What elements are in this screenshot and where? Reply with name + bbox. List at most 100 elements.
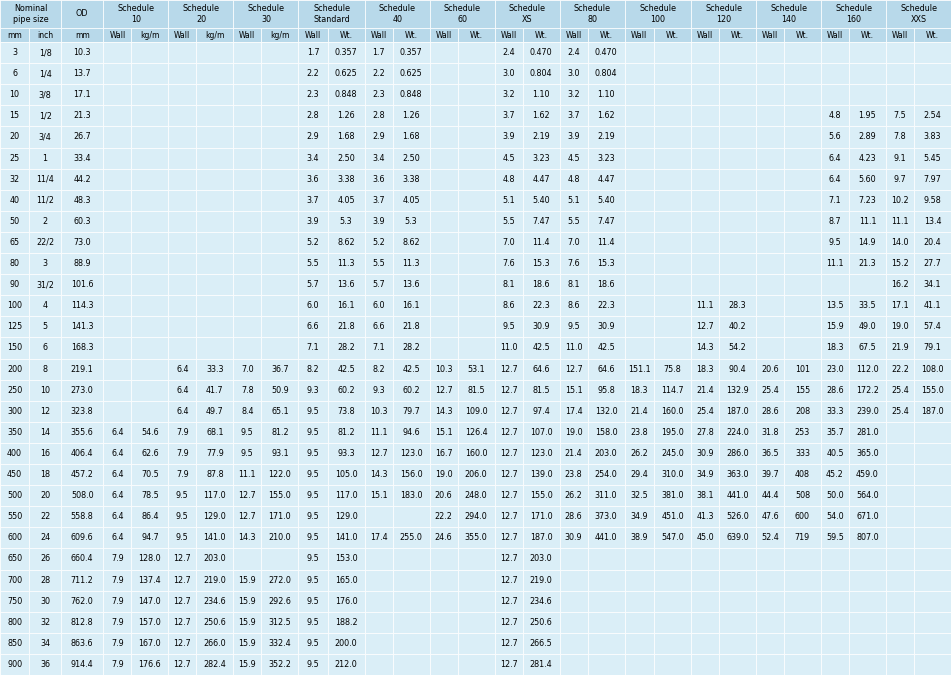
- Bar: [495, 401, 523, 422]
- Bar: [821, 338, 849, 358]
- Bar: [430, 548, 457, 570]
- Bar: [29, 654, 61, 675]
- Text: 15.9: 15.9: [239, 618, 256, 627]
- Text: 15.1: 15.1: [435, 428, 453, 437]
- Bar: [196, 211, 233, 232]
- Bar: [233, 0, 299, 28]
- Bar: [233, 274, 262, 295]
- Bar: [784, 485, 821, 506]
- Bar: [756, 28, 784, 42]
- Bar: [430, 42, 457, 63]
- Text: 11/2: 11/2: [36, 196, 54, 205]
- Text: 5.3: 5.3: [405, 217, 417, 226]
- Text: Wt.: Wt.: [340, 30, 353, 40]
- Bar: [61, 211, 104, 232]
- Bar: [654, 358, 691, 379]
- Bar: [457, 591, 495, 612]
- Text: 11.1: 11.1: [826, 259, 844, 268]
- Bar: [299, 211, 327, 232]
- Bar: [393, 295, 430, 317]
- Text: 22: 22: [40, 512, 50, 521]
- Text: Schedule
XXS: Schedule XXS: [900, 4, 937, 24]
- Bar: [262, 338, 299, 358]
- Bar: [299, 358, 327, 379]
- Bar: [0, 84, 29, 105]
- Bar: [104, 506, 131, 527]
- Bar: [495, 464, 523, 485]
- Bar: [784, 28, 821, 42]
- Bar: [495, 485, 523, 506]
- Bar: [784, 190, 821, 211]
- Text: 155.0: 155.0: [530, 491, 553, 500]
- Bar: [654, 401, 691, 422]
- Text: 12.7: 12.7: [500, 533, 517, 542]
- Bar: [560, 358, 588, 379]
- Text: 3.7: 3.7: [307, 196, 320, 205]
- Bar: [430, 654, 457, 675]
- Text: 8.7: 8.7: [828, 217, 842, 226]
- Text: 20.4: 20.4: [923, 238, 941, 247]
- Text: 863.6: 863.6: [71, 639, 93, 648]
- Bar: [430, 358, 457, 379]
- Text: 114.7: 114.7: [661, 385, 684, 395]
- Bar: [233, 169, 262, 190]
- Bar: [654, 211, 691, 232]
- Bar: [849, 84, 886, 105]
- Text: 50.0: 50.0: [826, 491, 844, 500]
- Bar: [849, 148, 886, 169]
- Text: 29.4: 29.4: [631, 470, 649, 479]
- Text: 6.4: 6.4: [111, 512, 124, 521]
- Bar: [523, 338, 560, 358]
- Bar: [299, 506, 327, 527]
- Bar: [886, 190, 914, 211]
- Bar: [168, 464, 196, 485]
- Bar: [691, 211, 719, 232]
- Bar: [821, 169, 849, 190]
- Bar: [327, 169, 365, 190]
- Text: 9.5: 9.5: [306, 618, 320, 627]
- Text: 9.5: 9.5: [306, 512, 320, 521]
- Bar: [849, 570, 886, 591]
- Bar: [430, 591, 457, 612]
- Bar: [756, 443, 784, 464]
- Bar: [262, 358, 299, 379]
- Text: 9.5: 9.5: [306, 491, 320, 500]
- Text: 12.7: 12.7: [565, 364, 583, 373]
- Text: 2.3: 2.3: [373, 90, 385, 99]
- Bar: [457, 148, 495, 169]
- Bar: [886, 63, 914, 84]
- Bar: [560, 211, 588, 232]
- Bar: [756, 105, 784, 126]
- Bar: [523, 190, 560, 211]
- Text: 3.7: 3.7: [568, 111, 580, 120]
- Text: 1.7: 1.7: [373, 48, 385, 57]
- Bar: [560, 612, 588, 632]
- Bar: [430, 148, 457, 169]
- Bar: [756, 232, 784, 253]
- Text: 12.7: 12.7: [500, 428, 517, 437]
- Bar: [327, 422, 365, 443]
- Bar: [131, 379, 168, 401]
- Bar: [719, 379, 756, 401]
- Text: 7.97: 7.97: [923, 175, 941, 184]
- Text: 57.4: 57.4: [923, 323, 941, 331]
- Text: 245.0: 245.0: [661, 449, 684, 458]
- Bar: [299, 190, 327, 211]
- Text: 19.0: 19.0: [565, 428, 582, 437]
- Bar: [588, 274, 625, 295]
- Text: 0.357: 0.357: [335, 48, 358, 57]
- Text: Wt.: Wt.: [600, 30, 612, 40]
- Bar: [196, 28, 233, 42]
- Bar: [131, 169, 168, 190]
- Bar: [588, 422, 625, 443]
- Text: 147.0: 147.0: [139, 597, 161, 605]
- Text: 12.7: 12.7: [500, 512, 517, 521]
- Text: 292.6: 292.6: [268, 597, 291, 605]
- Text: 15.9: 15.9: [826, 323, 844, 331]
- Text: 18.3: 18.3: [631, 385, 648, 395]
- Text: 255.0: 255.0: [399, 533, 422, 542]
- Bar: [262, 28, 299, 42]
- Text: 9.5: 9.5: [306, 470, 320, 479]
- Bar: [131, 443, 168, 464]
- Bar: [914, 295, 951, 317]
